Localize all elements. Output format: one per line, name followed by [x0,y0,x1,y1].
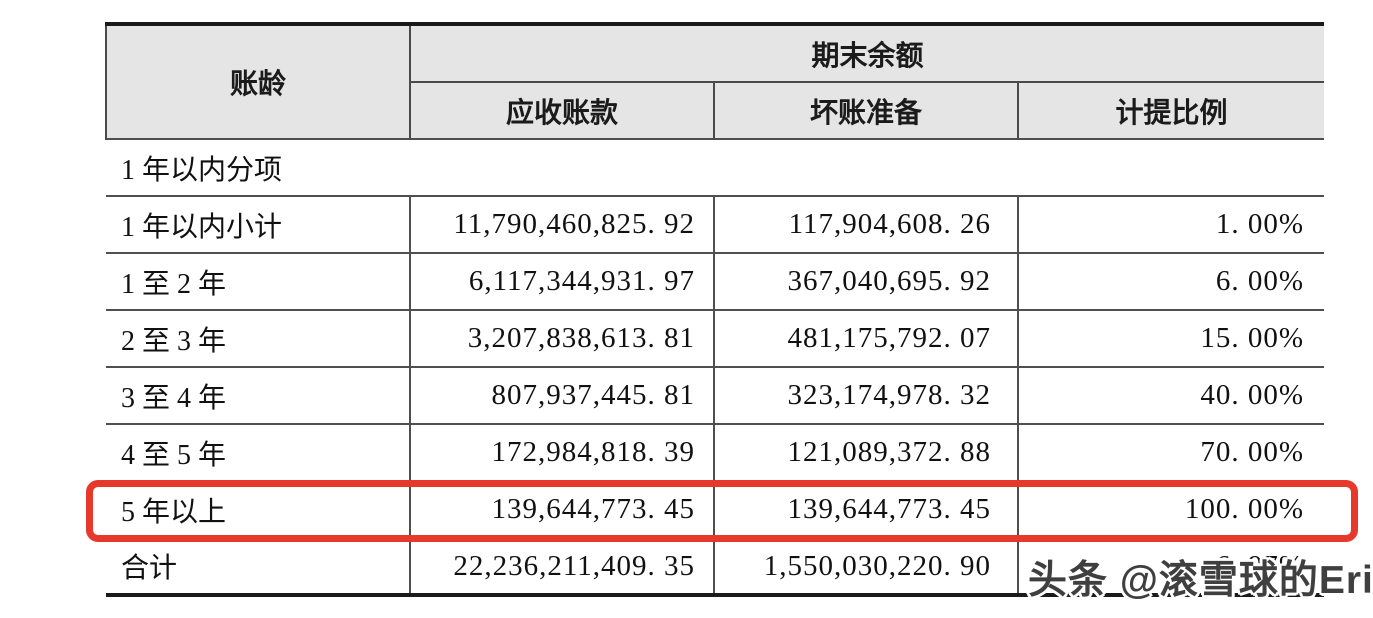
cell-ratio: 100. 00% [1017,480,1324,538]
header-receivable: 应收账款 [410,82,714,139]
cell-receivable: 172,984,818. 39 [409,423,714,481]
table-row: 2 至 3 年 3,207,838,613. 81 481,175,792. 0… [106,309,1324,367]
cell-receivable: 11,790,460,825. 92 [409,195,714,253]
cell-bad-debt: 117,904,608. 26 [713,195,1018,253]
cell-bad-debt: 367,040,695. 92 [713,252,1018,310]
cell-bad-debt: 1,550,030,220. 90 [713,537,1018,597]
cell-aging-label: 3 至 4 年 [106,366,410,424]
header-ending-balance: 期末余额 [410,22,1324,83]
cell-ratio: 6. 97% [1017,537,1324,597]
table-row: 3 至 4 年 807,937,445. 81 323,174,978. 32 … [106,366,1324,424]
cell-bad-debt: 139,644,773. 45 [713,480,1018,538]
cell-aging-label: 1 年以内小计 [106,195,410,253]
cell-ratio: 6. 00% [1017,252,1324,310]
cell-aging-label: 1 至 2 年 [106,252,410,310]
aging-table: 账龄 期末余额 应收账款 坏账准备 计提比例 1 年以内分项 1 年以内小计 1… [105,22,1324,597]
cell-bad-debt: 481,175,792. 07 [713,309,1018,367]
cell-receivable: 807,937,445. 81 [409,366,714,424]
cell-receivable: 6,117,344,931. 97 [409,252,714,310]
table-row: 1 至 2 年 6,117,344,931. 97 367,040,695. 9… [106,252,1324,310]
header-aging: 账龄 [105,22,411,139]
cell-ratio: 40. 00% [1017,366,1324,424]
aging-table-container: 账龄 期末余额 应收账款 坏账准备 计提比例 1 年以内分项 1 年以内小计 1… [105,22,1324,597]
cell-ratio: 15. 00% [1017,309,1324,367]
cell-receivable: 139,644,773. 45 [409,480,714,538]
cell-bad-debt: 121,089,372. 88 [713,423,1018,481]
header-ratio: 计提比例 [1017,82,1324,139]
watermark: 头条 @滚雪球的Eric [1028,559,1373,602]
cell-aging-label: 5 年以上 [106,480,410,538]
cell-aging-label: 4 至 5 年 [106,423,410,481]
header-bad-debt: 坏账准备 [713,82,1018,139]
cell-ratio: 70. 00% [1017,423,1324,481]
cell-receivable: 22,236,211,409. 35 [409,537,714,597]
table-row: 1 年以内小计 11,790,460,825. 92 117,904,608. … [106,195,1324,253]
header-row-sub: 应收账款 坏账准备 计提比例 [106,82,1324,139]
cell-bad-debt: 323,174,978. 32 [713,366,1018,424]
section-row-label: 1 年以内分项 [106,138,1324,196]
cell-receivable: 3,207,838,613. 81 [409,309,714,367]
cell-aging-label: 合计 [106,537,410,597]
table-row-highlighted: 5 年以上 139,644,773. 45 139,644,773. 45 10… [106,480,1324,538]
header-row-group: 账龄 期末余额 [105,22,1324,139]
cell-ratio: 1. 00% [1017,195,1324,253]
table-row: 4 至 5 年 172,984,818. 39 121,089,372. 88 … [106,423,1324,481]
cell-aging-label: 2 至 3 年 [106,309,410,367]
table-row-total: 合计 22,236,211,409. 35 1,550,030,220. 90 … [106,537,1324,597]
section-row: 1 年以内分项 [106,138,1324,196]
